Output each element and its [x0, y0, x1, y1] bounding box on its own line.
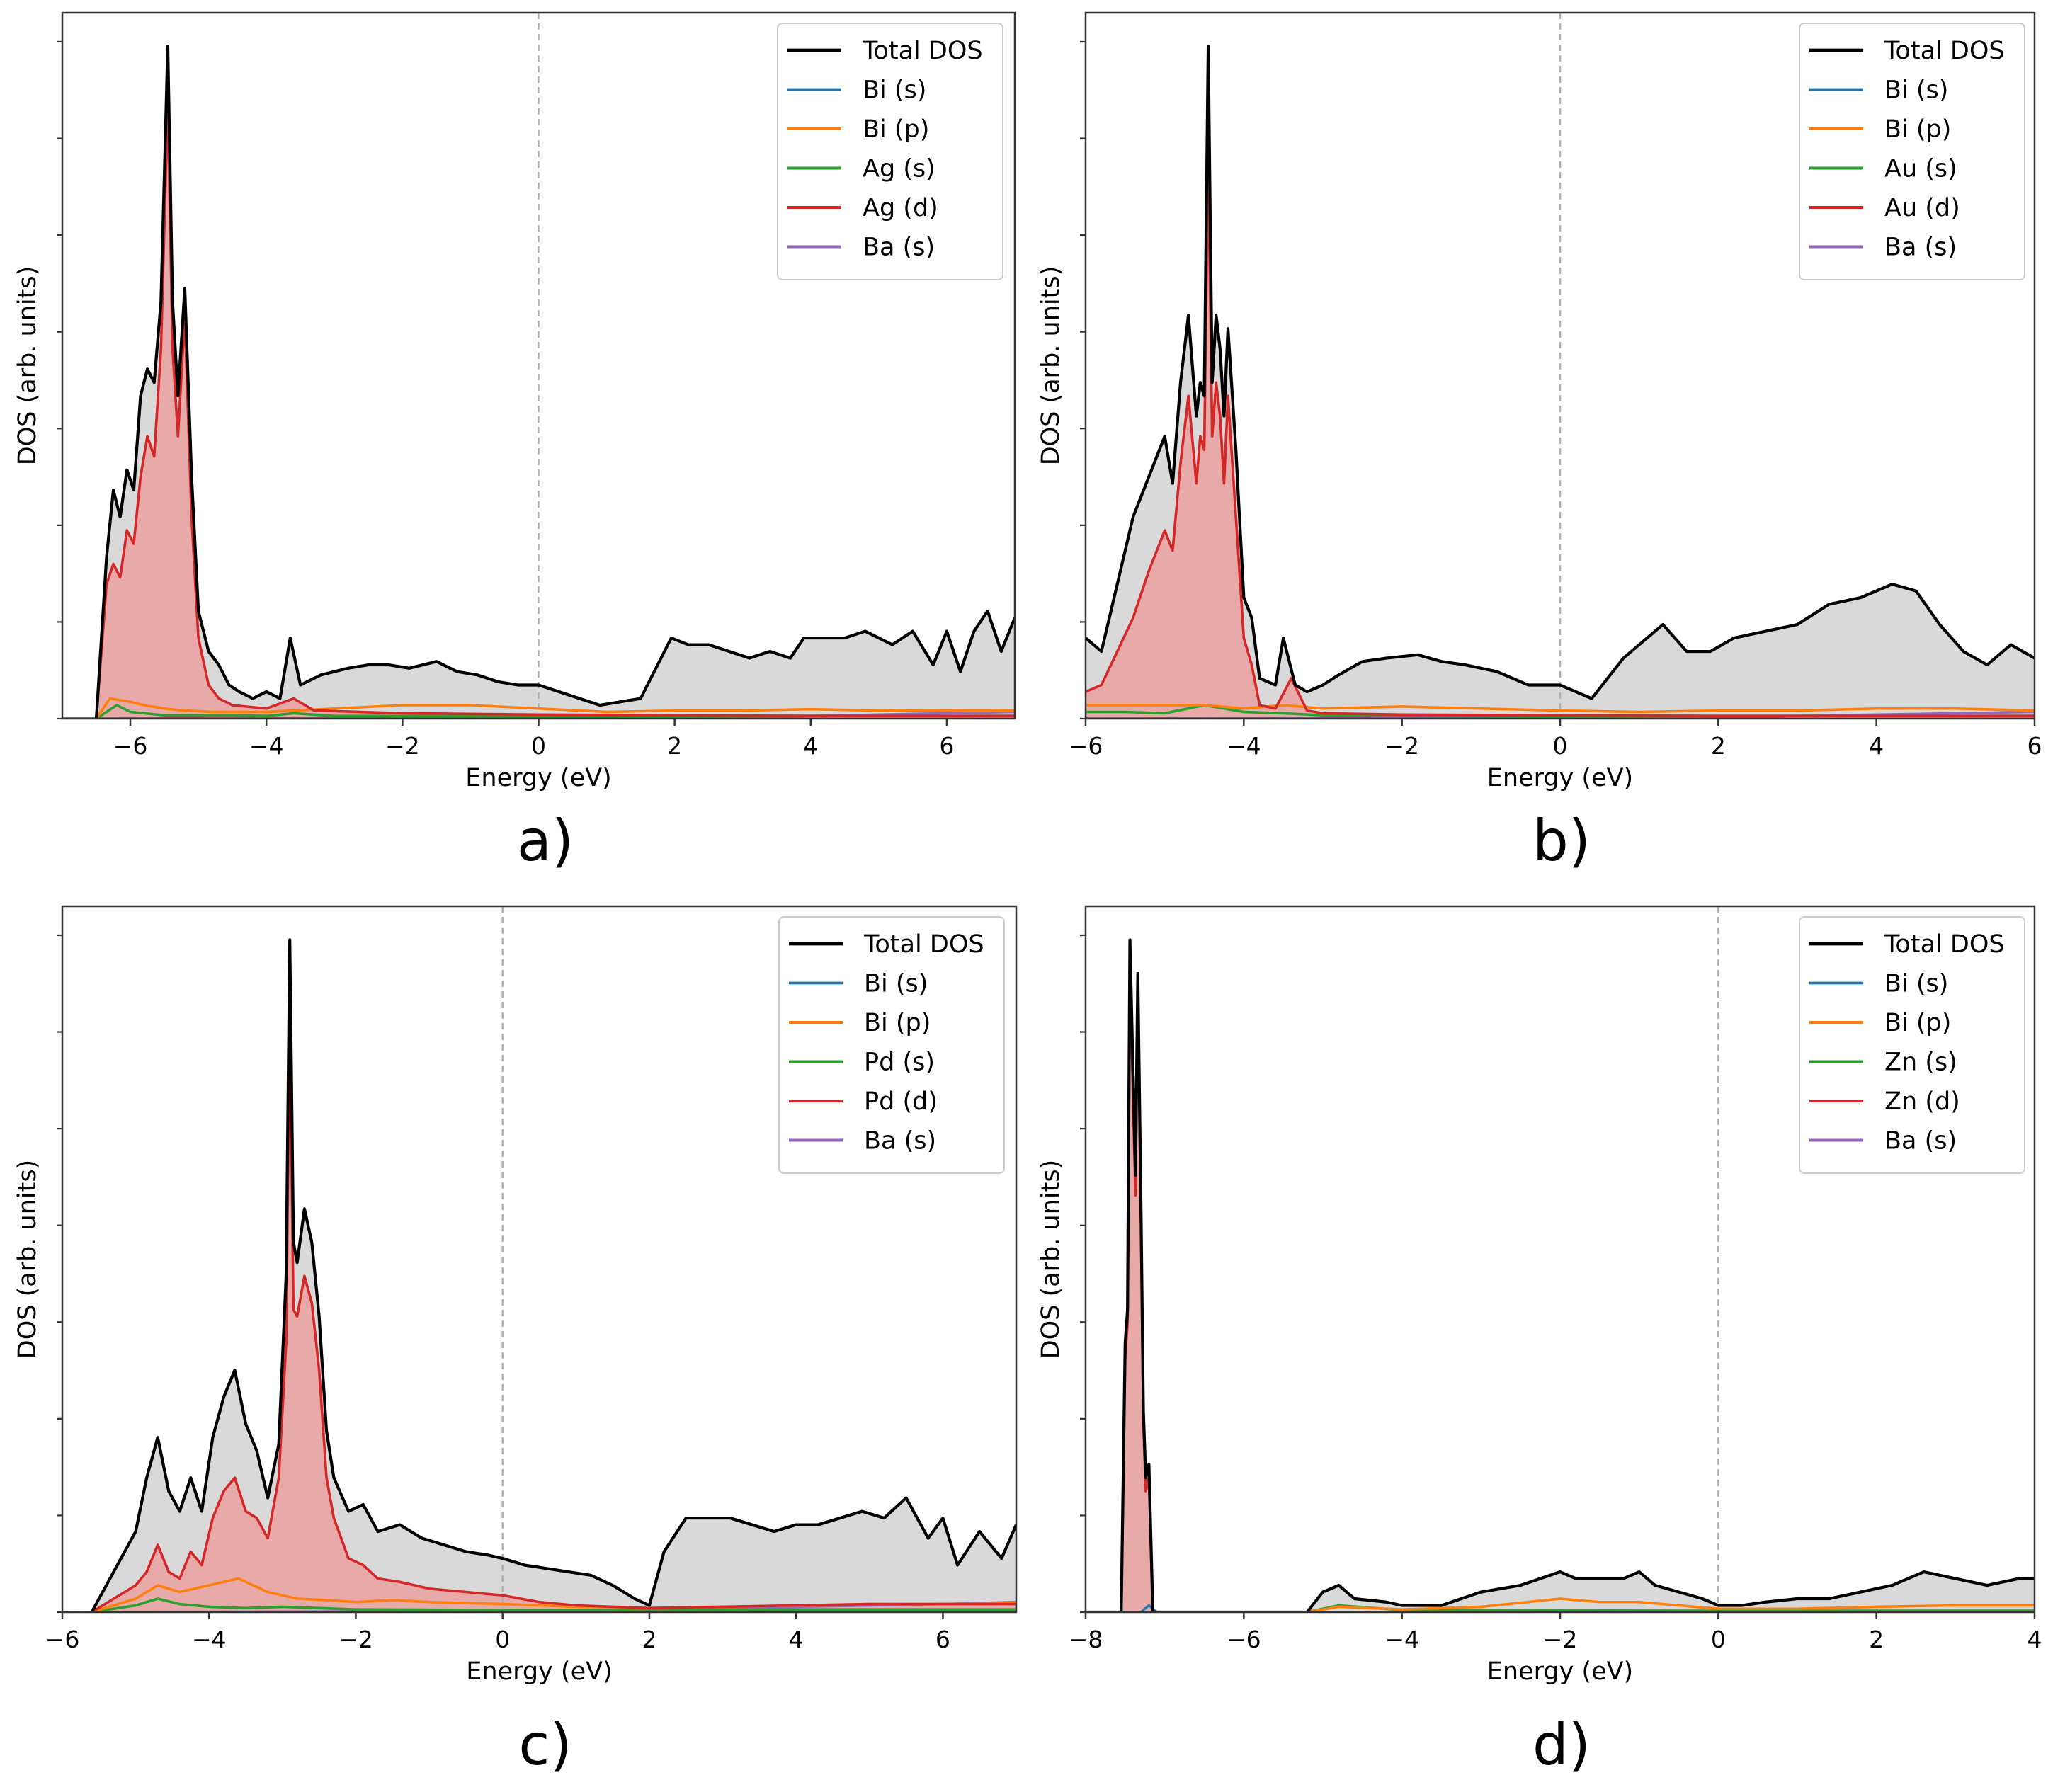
x-tick-label: −6 — [1069, 732, 1103, 760]
axes-frame — [61, 905, 1018, 1614]
legend-entry: Ba (s) — [864, 1127, 936, 1155]
y-axis-label: DOS (arb. units) — [13, 1160, 42, 1359]
x-tick-label: −2 — [1543, 1626, 1578, 1653]
x-tick-label: 4 — [2028, 1626, 2042, 1653]
legend-entry: Total DOS — [1884, 930, 2005, 959]
x-tick-label: −8 — [1069, 1626, 1103, 1653]
legend-box — [1799, 916, 2025, 1174]
x-tick-label: −2 — [1384, 732, 1419, 760]
panel-3: −6 −4 −2 0 2 4 6 Energy (eV) DOS (arb. units) Tot… — [13, 905, 1018, 1778]
metal-d-fill — [96, 100, 1015, 719]
legend-entry: Ba (s) — [863, 234, 935, 262]
x-axis-label: Energy (eV) — [465, 764, 611, 792]
series-line-bi-s — [1086, 1604, 2035, 1612]
plot-area — [1086, 13, 2035, 719]
legend-entry: Zn (s) — [1884, 1049, 1957, 1077]
panel-caption: c) — [518, 1712, 571, 1778]
legend-entry: Pd (s) — [864, 1049, 935, 1077]
x-tick-label: −2 — [385, 732, 420, 760]
x-tick-label: 4 — [789, 1626, 804, 1653]
x-tick-label: −6 — [1227, 1626, 1261, 1653]
metal-d-fill — [91, 1020, 1016, 1612]
x-tick-label: 0 — [1553, 732, 1568, 760]
series-line-total-dos — [1086, 938, 2035, 1612]
x-tick-label: 2 — [1711, 732, 1726, 760]
panel-2: −6 −4 −2 0 2 4 6 Energy (eV) DOS (arb. units) Tot… — [1037, 11, 2042, 874]
panel-caption: b) — [1532, 808, 1591, 874]
legend-entry: Zn (d) — [1884, 1088, 1960, 1116]
series-line-total-dos — [90, 938, 1016, 1612]
series-line-total-dos — [94, 45, 1015, 719]
legend: Total DOS Bi (s) Bi (p) Pd (s) Pd (d) Ba (s) — [778, 916, 1005, 1174]
legend-entry: Au (d) — [1884, 194, 1960, 222]
x-tick-label: 2 — [642, 1626, 656, 1653]
panel-1: −6 −4 −2 0 2 4 6 Energy (eV) DOS (arb. units) Tot… — [13, 11, 1016, 874]
legend: Total DOS Bi (s) Bi (p) Ag (s) Ag (d) Ba (s) — [777, 23, 1003, 280]
x-tick-label: 0 — [495, 1626, 510, 1653]
x-tick-label: 0 — [531, 732, 546, 760]
x-tick-label: 6 — [2028, 732, 2042, 760]
legend-entry: Ba (s) — [1884, 1127, 1957, 1155]
plot-area — [1086, 906, 2035, 1612]
panel-4: −8 −6 −4 −2 0 2 4 Energy (eV) DOS (arb. units) To… — [1037, 905, 2042, 1778]
y-axis-label: DOS (arb. units) — [1037, 1160, 1065, 1359]
x-tick-label: −4 — [192, 1626, 227, 1653]
legend-entry: Bi (p) — [1884, 115, 1951, 144]
legend-entry: Pd (d) — [864, 1088, 938, 1116]
metal-d-fill — [1086, 154, 2035, 719]
legend-entry: Ba (s) — [1884, 234, 1957, 262]
legend-box — [777, 23, 1003, 280]
legend-entry: Bi (s) — [1884, 76, 1948, 105]
x-tick-label: 2 — [1869, 1626, 1884, 1653]
series-line-pd-d — [91, 1019, 1016, 1612]
x-tick-label: −4 — [1227, 732, 1261, 760]
legend-entry: Total DOS — [863, 930, 984, 959]
legend-entry: Bi (p) — [863, 115, 929, 144]
x-tick-label: 6 — [935, 1626, 950, 1653]
legend-entry: Bi (p) — [864, 1009, 931, 1037]
legend-box — [1799, 23, 2025, 280]
x-axis-label: Energy (eV) — [1487, 764, 1633, 792]
x-tick-label: −4 — [1384, 1626, 1419, 1653]
series-line-total-dos — [1086, 45, 2035, 700]
x-tick-label: 4 — [1869, 732, 1884, 760]
x-tick-label: 4 — [803, 732, 818, 760]
legend-entry: Ag (s) — [863, 155, 935, 183]
x-tick-label: −4 — [249, 732, 284, 760]
series-line-pd-s — [91, 1597, 1016, 1612]
legend-entry: Ag (d) — [863, 194, 938, 222]
panel-caption: a) — [517, 808, 574, 874]
legend: Total DOS Bi (s) Bi (p) Zn (s) Zn (d) Ba (s) — [1799, 916, 2025, 1174]
legend-entry: Au (s) — [1884, 155, 1957, 183]
legend-entry: Total DOS — [862, 37, 983, 65]
legend-box — [778, 916, 1005, 1174]
legend-entry: Bi (s) — [864, 970, 928, 998]
panel-caption: d) — [1532, 1712, 1591, 1778]
x-tick-label: −2 — [339, 1626, 373, 1653]
x-tick-label: 0 — [1711, 1626, 1726, 1653]
series-line-bi-p — [1086, 1597, 2035, 1612]
y-axis-label: DOS (arb. units) — [1037, 266, 1065, 466]
plot-area — [62, 906, 1016, 1612]
series-line-au-d — [1086, 152, 2035, 717]
x-axis-label: Energy (eV) — [466, 1657, 612, 1686]
series-line-bi-p — [1086, 704, 2035, 714]
x-axis-label: Energy (eV) — [1487, 1657, 1633, 1686]
legend-entry: Bi (s) — [1884, 970, 1948, 998]
legend-entry: Bi (s) — [863, 76, 926, 105]
series-line-bi-p — [95, 697, 1015, 719]
x-tick-label: 6 — [939, 732, 954, 760]
x-tick-label: −6 — [45, 1626, 80, 1653]
x-tick-label: 2 — [667, 732, 682, 760]
x-tick-label: −6 — [113, 732, 148, 760]
legend-entry: Bi (p) — [1884, 1009, 1951, 1037]
legend-entry: Total DOS — [1884, 37, 2005, 65]
y-axis-label: DOS (arb. units) — [13, 266, 42, 466]
legend: Total DOS Bi (s) Bi (p) Au (s) Au (d) Ba (s) — [1799, 23, 2025, 280]
